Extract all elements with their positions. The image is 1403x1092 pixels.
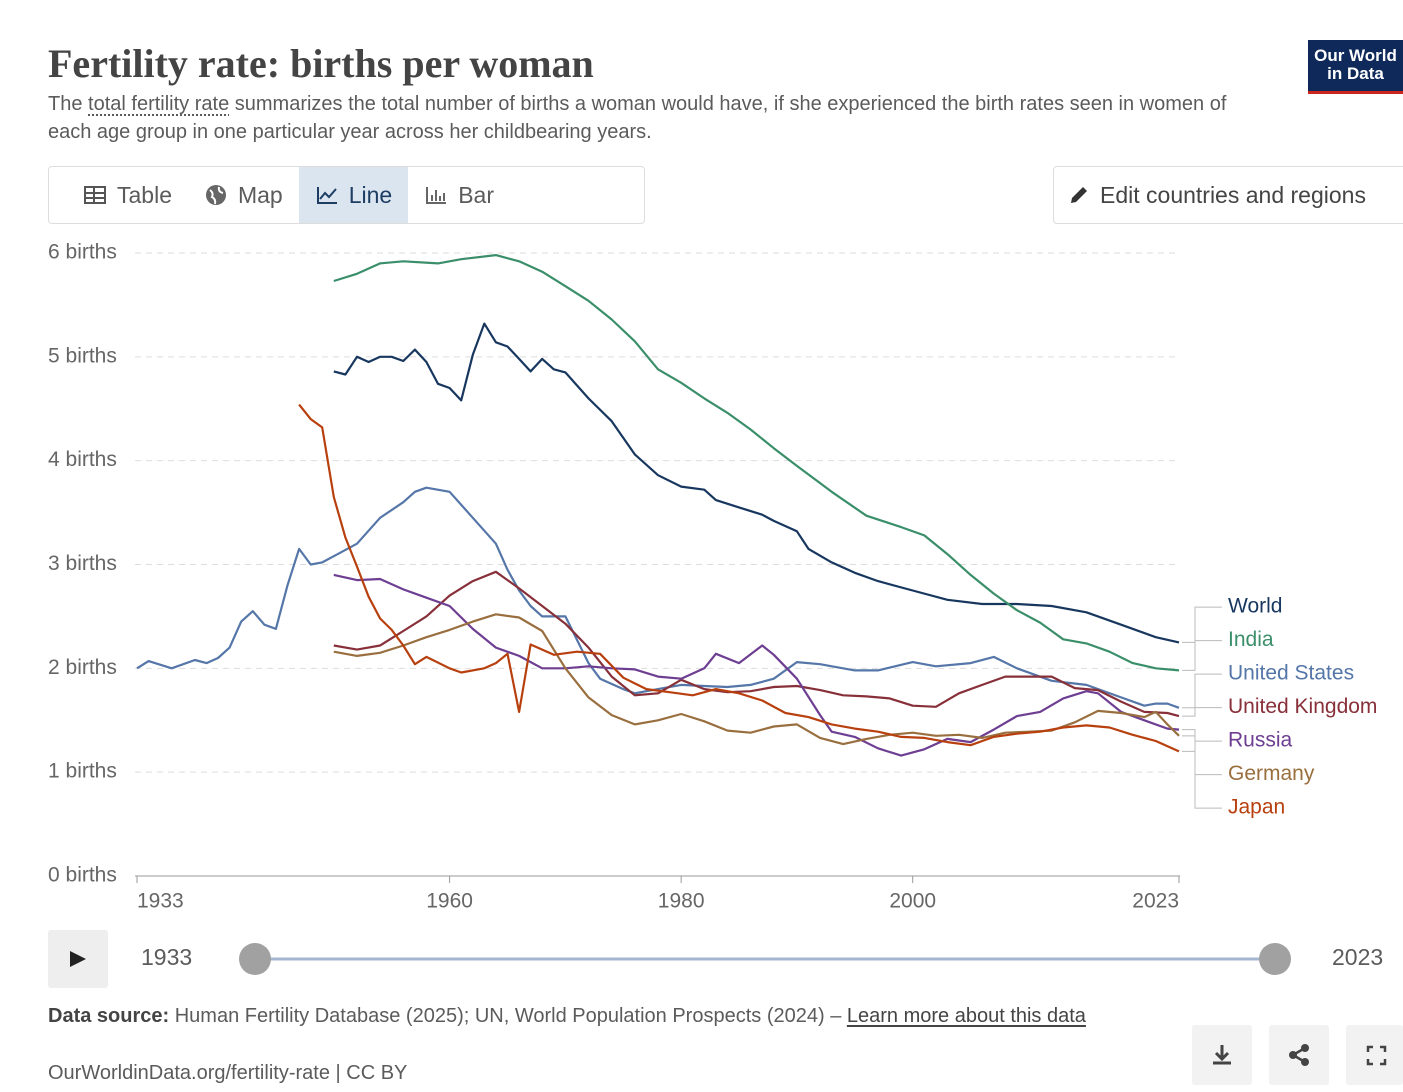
share-button[interactable]	[1269, 1025, 1329, 1085]
tab[interactable]: Map	[188, 167, 299, 223]
play-button[interactable]	[48, 930, 108, 988]
series-line	[333, 570, 1180, 718]
tab-label: Map	[237, 181, 283, 208]
logo-text: in Data	[1327, 64, 1384, 83]
subtitle-text: The	[48, 93, 89, 115]
chart-title: Fertility rate: births per woman	[48, 41, 594, 86]
pencil-icon	[1071, 187, 1087, 203]
legend-label: Japan	[1228, 796, 1285, 819]
legend-label: Germany	[1228, 762, 1315, 785]
download-button[interactable]	[1192, 1025, 1252, 1085]
learn-more-link[interactable]: Learn more about this data	[846, 1005, 1086, 1027]
x-tick-label: 2000	[889, 890, 936, 913]
legend-label: United States	[1228, 662, 1354, 685]
fullscreen-button[interactable]	[1346, 1025, 1403, 1085]
timeline-handle[interactable]	[239, 943, 271, 975]
tab-label: Table	[117, 181, 172, 208]
source-label: Data source:	[48, 1005, 170, 1027]
subtitle-text: summarizes the total number of births a …	[48, 93, 1227, 143]
logo-text: Our World	[1314, 46, 1397, 65]
y-tick-label: 5 births	[48, 344, 117, 367]
series-line	[298, 403, 1180, 753]
edit-button[interactable]: Edit countries and regions	[1053, 166, 1403, 224]
logo[interactable]: Our World in Data	[1308, 40, 1403, 94]
x-tick-label: 1960	[426, 890, 473, 913]
tab-icon	[205, 185, 226, 205]
timeline-end: 2023	[1332, 944, 1384, 970]
legend-connector	[1182, 735, 1222, 776]
legend-label: Russia	[1228, 729, 1293, 752]
series-line	[333, 322, 1180, 644]
edit-label: Edit countries and regions	[1100, 181, 1366, 208]
legend-connector	[1182, 707, 1222, 717]
data-source: Data source: Human Fertility Database (2…	[48, 1003, 1148, 1030]
source-text: Human Fertility Database (2025); UN, Wor…	[169, 1005, 847, 1027]
y-tick-label: 0 births	[48, 864, 117, 887]
tab-icon	[84, 186, 106, 204]
y-tick-label: 1 births	[48, 760, 117, 783]
y-tick-label: 4 births	[48, 448, 117, 471]
legend-label: India	[1228, 628, 1274, 651]
legend-connector	[1182, 606, 1222, 643]
legend-connector	[1182, 673, 1222, 709]
tab[interactable]: Bar	[408, 167, 510, 223]
tab-label: Bar	[458, 181, 495, 208]
x-tick-label: 1933	[137, 890, 184, 913]
share-icon	[1289, 1044, 1309, 1066]
y-tick-label: 6 births	[48, 241, 117, 264]
legend-connector	[1182, 640, 1222, 671]
tab[interactable]: Table	[67, 167, 188, 223]
play-icon	[70, 951, 86, 967]
subtitle: The total fertility rate summarizes the …	[48, 90, 1238, 146]
tab-label: Line	[348, 181, 393, 208]
x-tick-label: 1980	[658, 890, 705, 913]
tab[interactable]: Line	[298, 167, 409, 223]
timeline-handle[interactable]	[1259, 943, 1291, 975]
y-tick-label: 2 births	[48, 656, 117, 679]
legend-label: World	[1228, 595, 1282, 618]
series-line	[333, 613, 1180, 746]
download-icon	[1213, 1045, 1231, 1065]
series-line	[333, 573, 1180, 757]
series-line	[136, 486, 1180, 709]
x-tick-label: 2023	[1132, 890, 1179, 913]
subtitle-link[interactable]: total fertility rate	[88, 93, 230, 115]
tab-icon	[426, 187, 447, 204]
tab-bar: Table Map Line Bar	[48, 166, 645, 224]
url: OurWorldinData.org/fertility-rate | CC B…	[48, 1062, 408, 1084]
legend-label: United Kingdom	[1228, 695, 1377, 718]
tab-icon	[316, 187, 337, 204]
series-line	[333, 254, 1180, 672]
fullscreen-icon	[1366, 1045, 1387, 1066]
legend-connector	[1182, 750, 1222, 809]
y-tick-label: 3 births	[48, 552, 117, 575]
timeline-start: 1933	[141, 944, 193, 970]
